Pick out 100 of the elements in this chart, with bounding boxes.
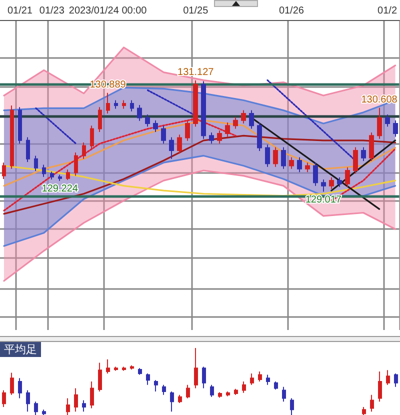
candlestick [10, 372, 14, 396]
candlestick [90, 125, 94, 150]
candlestick [258, 370, 262, 382]
x-tick-label: 01/23 [39, 6, 65, 16]
candlestick [106, 92, 110, 114]
candlestick [218, 392, 222, 398]
candlestick [162, 384, 166, 396]
candlestick [145, 114, 150, 128]
candlestick [305, 162, 310, 173]
candlestick [289, 156, 294, 170]
candlestick [202, 366, 206, 389]
annotation: 131.127 [178, 66, 214, 78]
candlestick [234, 388, 238, 396]
candlestick [137, 104, 142, 122]
candlestick [273, 146, 278, 168]
candlestick [194, 348, 198, 389]
candlestick [138, 368, 142, 376]
x-tick-label: 2023/01/24 00:00 [68, 6, 148, 16]
candlestick [130, 364, 134, 370]
x-tick-label: 01/26 [278, 6, 304, 16]
candlestick [297, 156, 302, 173]
candlestick [82, 400, 86, 412]
candlestick [146, 372, 150, 386]
candlestick [154, 380, 158, 392]
candlestick [130, 100, 134, 112]
candlestick [90, 381, 94, 409]
candlestick [242, 381, 246, 394]
candlestick [209, 132, 214, 144]
candlestick [377, 107, 382, 140]
candlestick [114, 100, 118, 110]
candlestick [250, 372, 254, 386]
candlestick [18, 378, 22, 399]
candlestick [274, 381, 278, 390]
annotation: 129.224 [42, 183, 78, 194]
candlestick [362, 406, 366, 415]
candlestick [98, 106, 102, 132]
candlestick [114, 366, 118, 372]
candlestick [329, 176, 334, 190]
candlestick [393, 120, 398, 138]
candlestick [58, 174, 62, 182]
candlestick [42, 164, 46, 178]
candlestick [122, 366, 126, 372]
candlestick [82, 142, 86, 160]
candlestick [241, 110, 246, 124]
candlestick [313, 162, 318, 186]
annotation: 130.608 [361, 94, 398, 106]
candlestick [2, 390, 6, 408]
candlestick [178, 394, 182, 404]
x-tick-label: 01/21 [7, 6, 33, 16]
candlestick [369, 132, 374, 162]
candlestick [18, 106, 22, 144]
candlestick [378, 370, 382, 402]
candlestick [34, 155, 38, 172]
candlestick [66, 168, 70, 181]
candlestick [225, 122, 230, 138]
candlestick [281, 146, 286, 170]
candlestick [169, 136, 174, 160]
candlestick [201, 80, 206, 140]
candlestick [345, 166, 350, 188]
candlestick [282, 386, 286, 402]
candlestick [233, 116, 238, 130]
x-tick-label: 01/2 [378, 6, 398, 16]
candlestick [193, 80, 198, 128]
candlestick [257, 122, 262, 152]
annotation: 129.017 [305, 194, 342, 206]
candlestick [42, 409, 46, 415]
candlestick [26, 136, 30, 163]
candlestick [386, 370, 390, 386]
candlestick [226, 391, 230, 397]
candlestick [217, 130, 222, 144]
candlestick [74, 152, 78, 176]
candlestick [394, 372, 398, 388]
candlestick [170, 391, 174, 412]
candlestick [265, 144, 270, 168]
x-tick-label: 01/25 [183, 6, 209, 16]
candlestick [34, 401, 38, 415]
candlestick [353, 146, 358, 174]
candlestick [370, 394, 374, 412]
chart-title: 平均足 [4, 343, 37, 356]
candlestick [10, 105, 14, 170]
candlestick [153, 120, 158, 132]
candlestick [249, 110, 254, 130]
candlestick [98, 362, 102, 392]
candlestick [210, 384, 214, 398]
candlestick [161, 125, 166, 144]
candlestick [122, 100, 126, 110]
candlestick [66, 398, 70, 415]
candlestick [2, 162, 6, 180]
candlestick [50, 171, 54, 180]
candlestick [74, 388, 78, 412]
candlestick [26, 390, 30, 412]
candlestick [290, 398, 294, 415]
candlestick [185, 120, 190, 142]
candlestick [106, 358, 110, 374]
candlestick [177, 134, 182, 154]
candlestick [385, 114, 390, 128]
candlestick [337, 176, 342, 188]
candlestick [266, 374, 270, 386]
candlestick [361, 146, 366, 162]
candlestick [186, 384, 190, 399]
